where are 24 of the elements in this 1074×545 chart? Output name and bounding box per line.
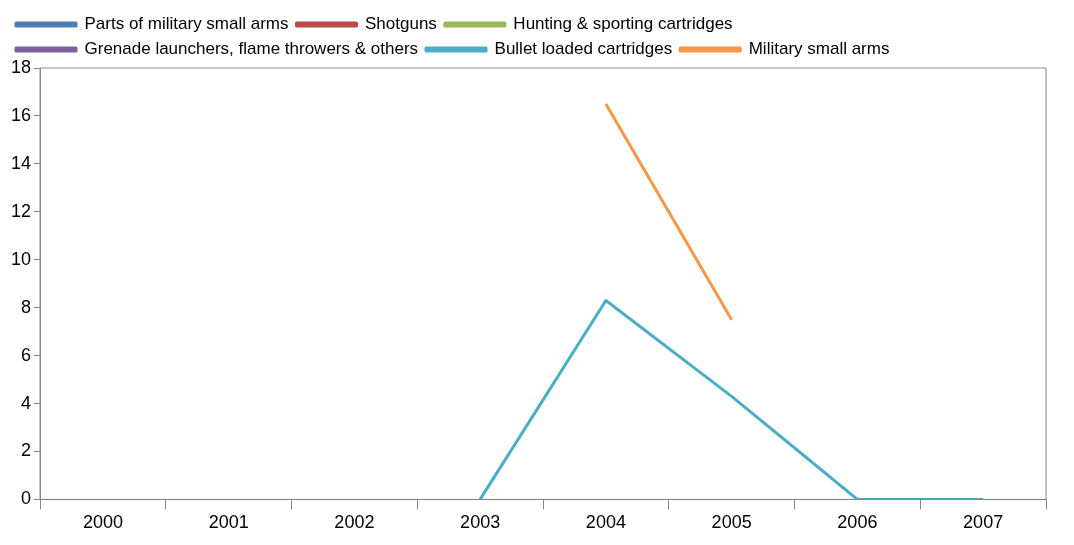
- legend-label: Military small arms: [748, 39, 890, 59]
- x-tick-label: 2004: [585, 512, 626, 533]
- legend-label: Grenade launchers, flame throwers & others: [84, 39, 419, 59]
- x-tick-label: 2005: [711, 512, 752, 533]
- x-tick-label: 2007: [963, 512, 1004, 533]
- x-tick-label: 2003: [460, 512, 501, 533]
- legend-label: Parts of military small arms: [84, 14, 289, 34]
- y-tick-label: 18: [10, 56, 32, 77]
- y-tick-label: 10: [10, 248, 32, 269]
- y-tick-label: 0: [21, 488, 32, 509]
- y-tick-label: 16: [10, 104, 32, 125]
- y-tick-label: 8: [21, 296, 32, 317]
- x-tick-label: 2006: [837, 512, 878, 533]
- x-tick-label: 2001: [208, 512, 249, 533]
- legend-label: Hunting & sporting cartridges: [513, 14, 733, 34]
- legend-label: Shotguns: [365, 14, 437, 34]
- x-tick-label: 2000: [82, 512, 123, 533]
- legend-label: Bullet loaded cartridges: [494, 39, 673, 59]
- y-tick-label: 6: [21, 344, 32, 365]
- y-tick-label: 4: [21, 392, 32, 413]
- y-tick-label: 2: [21, 440, 32, 461]
- y-tick-label: 12: [10, 200, 32, 221]
- y-tick-label: 14: [10, 152, 32, 173]
- x-tick-label: 2002: [334, 512, 375, 533]
